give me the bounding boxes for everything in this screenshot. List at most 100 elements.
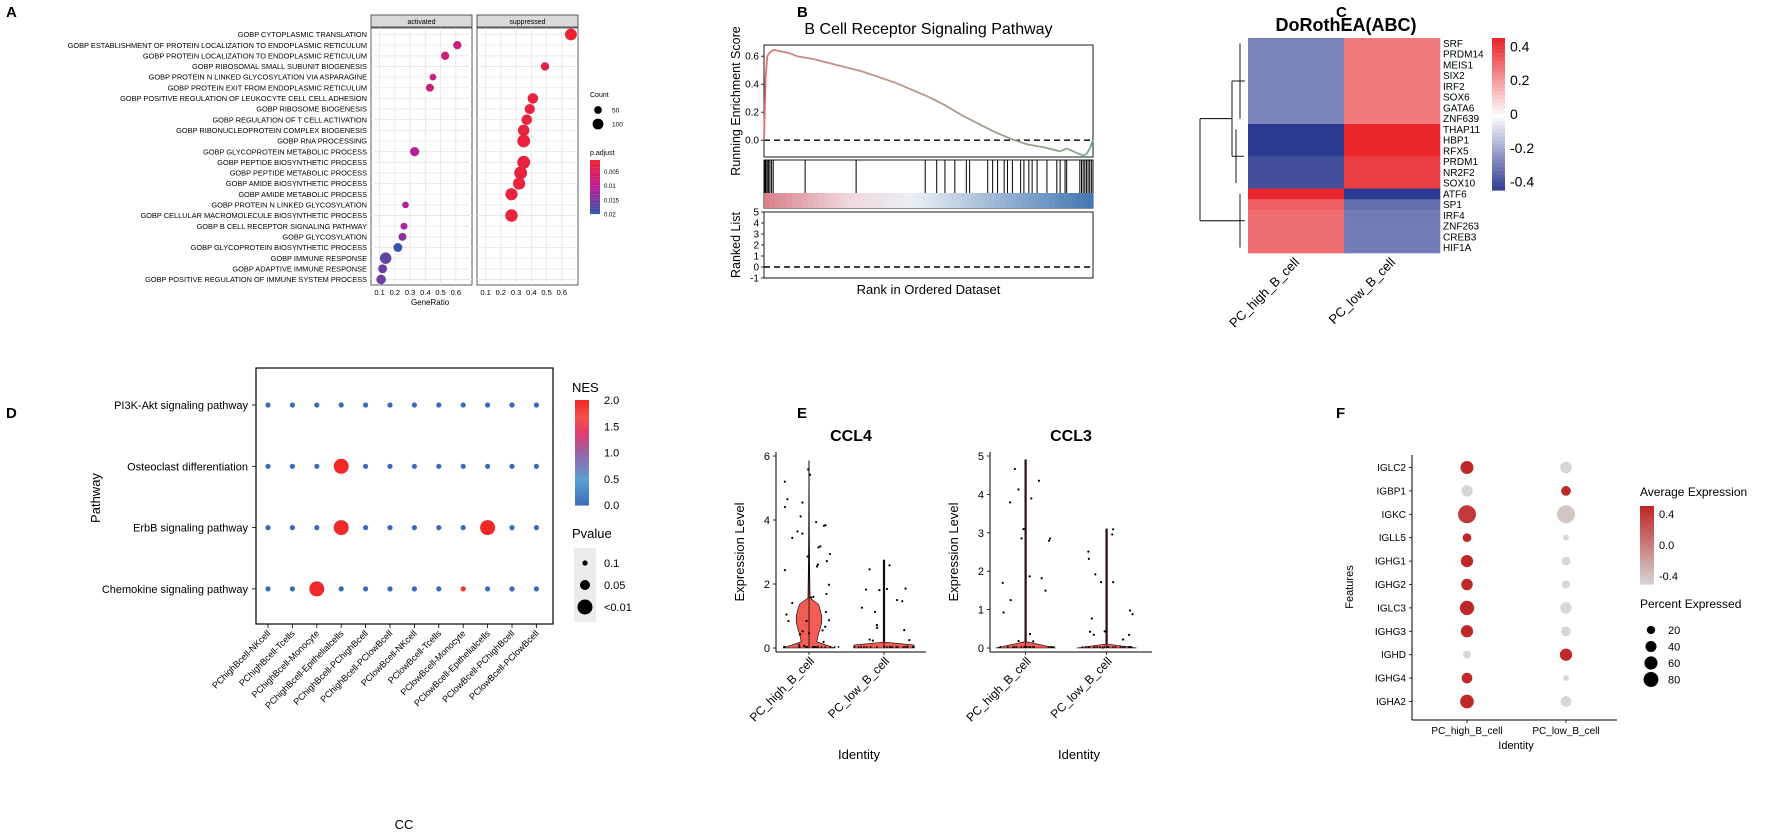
- rank-gradient-band: [939, 193, 946, 208]
- panel-label-c: C: [1336, 4, 1347, 21]
- jitter-point: [787, 619, 790, 623]
- zero-jitter-point: [1099, 646, 1102, 648]
- heatmap-cell: [1344, 220, 1441, 232]
- rank-gradient-band: [769, 193, 776, 208]
- term-label: GOBP POSITIVE REGULATION OF IMMUNE SYSTE…: [145, 275, 367, 284]
- x-axis-title: Identity: [1498, 740, 1534, 752]
- jitter-point: [824, 625, 827, 628]
- y-tick-label: 0: [764, 643, 770, 655]
- color-bar-label: -0.2: [1510, 140, 1534, 156]
- color-legend-label: 0.015: [604, 198, 620, 204]
- rank-gradient-band: [862, 193, 869, 208]
- zero-jitter-point: [1130, 646, 1133, 648]
- zero-jitter-point: [891, 646, 894, 648]
- y-tick-label: 4: [978, 489, 984, 501]
- zero-jitter-point: [890, 646, 892, 648]
- pathway-point: [460, 525, 466, 531]
- heatmap-row-label: IRF2: [1443, 82, 1465, 93]
- zero-jitter-point: [1128, 646, 1131, 648]
- nes-legend-segment: [575, 463, 589, 467]
- gene-label: IGHG2: [1375, 580, 1407, 591]
- heatmap-cell: [1344, 145, 1441, 157]
- zero-jitter-point: [1020, 646, 1023, 648]
- group-label: PC_high_B_cell: [963, 654, 1033, 724]
- go-term-point: [398, 232, 407, 241]
- gene-label: IGHG1: [1375, 557, 1407, 568]
- go-term-point: [400, 222, 408, 230]
- gene-label: IGBP1: [1377, 486, 1407, 497]
- jitter-point: [819, 545, 822, 548]
- y-tick-label: 1: [978, 605, 984, 617]
- zero-jitter-point: [833, 646, 836, 648]
- jitter-point: [828, 552, 832, 556]
- nes-legend-label: 1.0: [604, 448, 619, 460]
- zero-jitter-point: [1052, 646, 1055, 648]
- heatmap-row-label: IRF4: [1443, 211, 1465, 222]
- feature-dot: [1560, 461, 1572, 474]
- pathway-point: [436, 463, 442, 469]
- zero-jitter-point: [863, 646, 865, 648]
- heatmap-cell: [1344, 156, 1441, 168]
- pathway-point: [387, 402, 393, 408]
- heatmap-row-label: PRDM14: [1443, 50, 1484, 61]
- rank-gradient-band: [955, 193, 962, 208]
- pathway-point: [314, 525, 320, 531]
- color-bar-segment: [1492, 87, 1505, 92]
- es-curve-segment: [796, 55, 814, 60]
- rank-gradient-band: [944, 193, 952, 208]
- color-legend-bar: [590, 172, 600, 175]
- color-legend-segment: [1640, 524, 1654, 528]
- jitter-point: [1020, 537, 1023, 540]
- jitter-point: [805, 619, 808, 623]
- pathway-point: [289, 463, 295, 469]
- nes-legend-segment: [575, 486, 589, 490]
- pathway-point: [363, 586, 369, 592]
- color-legend-bar: [590, 203, 600, 206]
- color-legend-bar: [590, 190, 600, 193]
- jitter-point: [783, 480, 786, 483]
- ranked-y-tick-label: -1: [750, 274, 759, 285]
- color-bar-segment: [1492, 117, 1505, 123]
- heatmap-cell: [1344, 210, 1441, 222]
- es-curve-segment: [1066, 147, 1077, 154]
- pathway-point: [436, 402, 442, 408]
- facet-panel: [476, 27, 579, 286]
- jitter-point: [801, 501, 804, 504]
- heatmap-cell: [1248, 156, 1345, 168]
- zero-jitter-point: [813, 646, 816, 648]
- zero-jitter-point: [853, 646, 856, 648]
- x-axis-title: Identity: [838, 747, 880, 762]
- nes-legend-segment: [575, 484, 589, 488]
- es-curve-segment: [960, 114, 979, 125]
- color-legend-segment: [1640, 534, 1654, 538]
- jitter-point: [1112, 528, 1115, 531]
- zero-jitter-point: [1087, 646, 1090, 648]
- color-legend-segment: [1640, 539, 1654, 543]
- heatmap-row-label: ZNF263: [1443, 222, 1480, 233]
- jitter-point: [908, 638, 911, 642]
- ranked-y-tick-label: 4: [753, 219, 759, 230]
- rank-gradient-band: [840, 193, 847, 208]
- pathway-point: [460, 586, 466, 592]
- color-bar-segment: [1492, 159, 1505, 164]
- zero-jitter-point: [902, 646, 905, 648]
- rank-gradient-band: [901, 193, 908, 208]
- jitter-point: [801, 630, 804, 633]
- rank-gradient-band: [1071, 193, 1078, 208]
- es-curve-segment: [977, 122, 995, 133]
- nes-legend-segment: [575, 434, 589, 438]
- heatmap-column-label: PC_high_B_cell: [1226, 254, 1302, 330]
- jitter-point: [783, 505, 787, 509]
- rank-gradient-band: [1027, 193, 1034, 208]
- heatmap-row-label: NR2F2: [1443, 168, 1475, 179]
- term-label: GOBP GLYCOPROTEIN BIOSYNTHETIC PROCESS: [191, 243, 367, 252]
- jitter-point: [1090, 617, 1093, 620]
- heatmap-row-label: SP1: [1443, 200, 1462, 211]
- pathway-point: [509, 586, 515, 592]
- rank-gradient-band: [983, 193, 990, 208]
- nes-legend-segment: [575, 421, 589, 425]
- rank-gradient-band: [966, 193, 973, 208]
- nes-legend-segment: [575, 460, 589, 464]
- pathway-point: [309, 581, 325, 597]
- color-legend-segment: [1640, 568, 1654, 572]
